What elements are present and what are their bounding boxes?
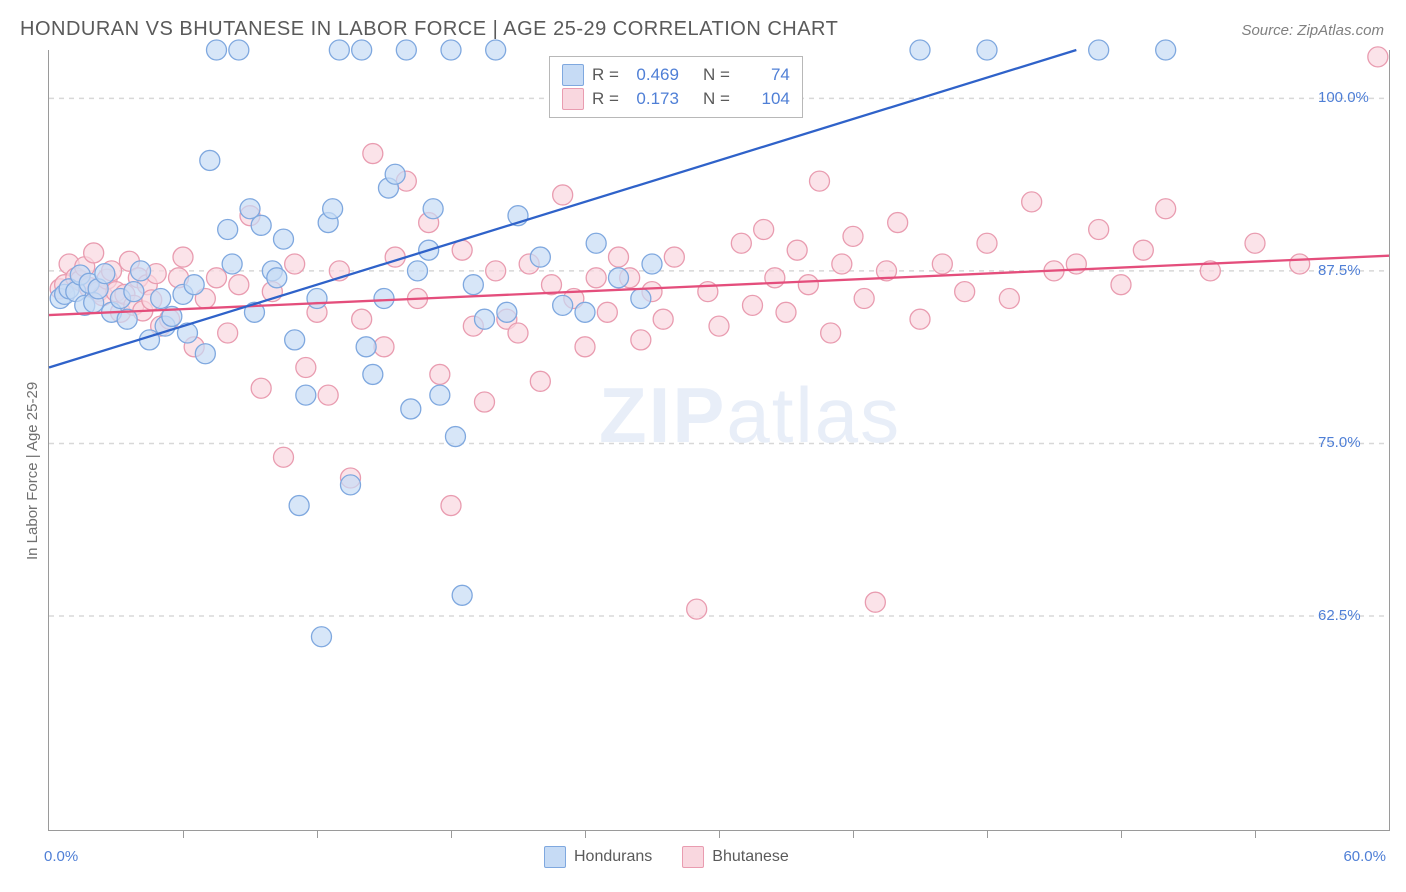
legend-n-value-1: 74 [738,65,790,85]
x-axis-min-label: 0.0% [44,848,78,865]
x-tick-mark [1121,830,1122,838]
legend-r-value-2: 0.173 [627,89,679,109]
legend-r-label-1: R = [592,65,619,85]
y-tick-label: 100.0% [1318,89,1369,106]
legend-swatch-hondurans-bottom [544,846,566,868]
legend-swatch-hondurans [562,64,584,86]
x-tick-mark [987,830,988,838]
legend-row-2: R = 0.173 N = 104 [562,87,790,111]
legend-r-label-2: R = [592,89,619,109]
gridlines [49,98,1389,616]
legend-swatch-bhutanese-bottom [682,846,704,868]
source-attribution: Source: ZipAtlas.com [1241,22,1384,39]
y-tick-label: 62.5% [1318,607,1361,624]
plot-area: ZIPatlas R = 0.469 N = 74 R = 0.173 [48,50,1390,831]
series-legend: Hondurans Bhutanese [544,846,789,868]
y-tick-label: 75.0% [1318,434,1361,451]
legend-label-hondurans: Hondurans [574,848,652,866]
x-tick-mark [1255,830,1256,838]
chart-title: HONDURAN VS BHUTANESE IN LABOR FORCE | A… [20,18,838,41]
legend-r-value-1: 0.469 [627,65,679,85]
chart-container: HONDURAN VS BHUTANESE IN LABOR FORCE | A… [0,0,1406,892]
legend-item-hondurans: Hondurans [544,846,652,868]
x-axis-max-label: 60.0% [1343,848,1386,865]
legend-n-label-1: N = [703,65,730,85]
scatter-series2 [50,47,1388,619]
scatter-series1 [50,40,1176,647]
x-tick-mark [853,830,854,838]
x-tick-mark [585,830,586,838]
chart-svg [49,50,1389,830]
legend-row-1: R = 0.469 N = 74 [562,63,790,87]
correlation-legend: R = 0.469 N = 74 R = 0.173 N = 104 [549,56,803,118]
legend-label-bhutanese: Bhutanese [712,848,789,866]
y-tick-label: 87.5% [1318,262,1361,279]
y-axis-label: In Labor Force | Age 25-29 [24,382,41,560]
x-tick-mark [317,830,318,838]
x-tick-mark [719,830,720,838]
legend-n-label-2: N = [703,89,730,109]
x-tick-mark [451,830,452,838]
legend-swatch-bhutanese [562,88,584,110]
legend-n-value-2: 104 [738,89,790,109]
x-tick-mark [183,830,184,838]
legend-item-bhutanese: Bhutanese [682,846,789,868]
